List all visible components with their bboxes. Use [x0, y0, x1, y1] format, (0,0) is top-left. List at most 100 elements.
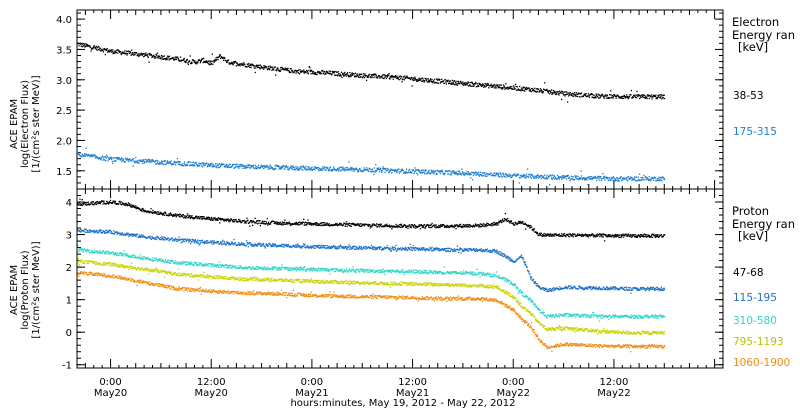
electron-data-point	[336, 72, 337, 73]
proton-data-point	[485, 226, 486, 227]
proton-data-point	[620, 234, 621, 235]
electron-data-point	[341, 77, 342, 78]
proton-ytick-label: 2	[66, 263, 72, 274]
electron-data-point	[480, 172, 481, 173]
electron-data-point	[422, 78, 423, 79]
electron-data-point	[564, 91, 565, 92]
electron-data-point	[649, 98, 650, 99]
electron-data-point	[311, 167, 312, 168]
electron-data-point	[610, 180, 611, 181]
electron-data-point	[230, 164, 231, 165]
electron-data-point	[431, 79, 432, 80]
proton-data-point	[273, 221, 274, 222]
electron-data-point	[404, 79, 405, 80]
proton-data-point	[564, 233, 565, 234]
electron-data-point	[361, 74, 362, 75]
proton-data-point	[346, 221, 347, 222]
proton-data-point	[358, 223, 359, 224]
electron-data-point	[165, 59, 166, 60]
proton-data-point	[272, 246, 273, 247]
electron-data-point	[403, 170, 404, 171]
electron-data-point	[396, 172, 397, 173]
proton-data-point	[607, 236, 608, 237]
proton-data-point	[428, 227, 429, 228]
electron-data-point	[452, 83, 453, 84]
electron-data-point	[438, 83, 439, 84]
electron-data-point	[664, 95, 665, 96]
electron-data-point	[210, 61, 211, 62]
electron-data-point	[297, 166, 298, 167]
proton-data-point	[260, 225, 261, 226]
proton-data-point	[541, 233, 542, 234]
proton-data-point	[235, 219, 236, 220]
proton-data-point	[358, 249, 359, 250]
electron-data-point	[636, 97, 637, 98]
electron-data-point	[345, 167, 346, 168]
electron-data-point	[319, 168, 320, 169]
proton-data-point	[381, 224, 382, 225]
electron-data-point	[534, 88, 535, 89]
proton-data-point	[407, 228, 408, 229]
electron-data-point	[584, 179, 585, 180]
electron-data-point	[455, 83, 456, 84]
electron-data-point	[651, 96, 652, 97]
electron-data-point	[661, 180, 662, 181]
electron-data-point	[287, 166, 288, 167]
proton-data-point	[209, 217, 210, 218]
proton-data-point	[264, 221, 265, 222]
electron-data-point	[616, 98, 617, 99]
proton-data-point	[408, 226, 409, 227]
proton-data-point	[663, 236, 664, 237]
electron-data-point	[602, 94, 603, 95]
electron-data-point	[216, 166, 217, 167]
electron-data-point	[504, 176, 505, 177]
proton-data-point	[175, 213, 176, 214]
electron-data-point	[546, 175, 547, 176]
electron-data-point	[321, 168, 322, 169]
proton-data-point	[226, 244, 227, 245]
electron-data-point	[322, 70, 323, 71]
electron-data-point	[337, 168, 338, 169]
electron-data-point	[94, 45, 95, 46]
proton-data-point	[257, 246, 258, 247]
electron-data-point	[227, 62, 228, 63]
electron-data-point	[111, 49, 112, 50]
electron-data-point	[325, 73, 326, 74]
electron-data-point	[100, 48, 101, 49]
electron-data-point	[508, 89, 509, 90]
electron-data-point	[533, 89, 534, 90]
electron-data-point	[563, 175, 564, 176]
electron-data-point	[466, 171, 467, 172]
electron-data-point	[106, 50, 107, 51]
electron-data-point	[494, 87, 495, 88]
electron-data-point	[340, 167, 341, 168]
proton-data-point	[577, 233, 578, 234]
electron-series-175-315	[77, 148, 665, 186]
electron-data-point	[528, 177, 529, 178]
proton-data-point	[189, 215, 190, 216]
proton-data-point	[261, 246, 262, 247]
proton-data-point	[296, 244, 297, 245]
proton-data-point	[307, 245, 308, 246]
electron-data-point	[147, 54, 148, 55]
proton-data-point	[487, 225, 488, 226]
electron-data-point	[253, 165, 254, 166]
proton-data-point	[337, 248, 338, 249]
electron-data-point	[277, 68, 278, 69]
electron-data-point	[197, 61, 198, 62]
proton-data-point	[335, 247, 336, 248]
electron-data-point	[493, 86, 494, 87]
proton-data-point	[284, 220, 285, 221]
electron-data-point	[566, 91, 567, 92]
proton-data-point	[185, 217, 186, 218]
proton-data-point	[646, 234, 647, 235]
proton-data-point	[248, 246, 249, 247]
proton-data-point	[227, 218, 228, 219]
electron-data-point	[409, 169, 410, 170]
electron-data-point	[598, 179, 599, 180]
electron-data-point	[420, 80, 421, 81]
electron-data-point	[552, 178, 553, 179]
electron-data-point	[165, 160, 166, 161]
electron-data-point	[344, 73, 345, 74]
electron-data-point	[472, 179, 473, 180]
